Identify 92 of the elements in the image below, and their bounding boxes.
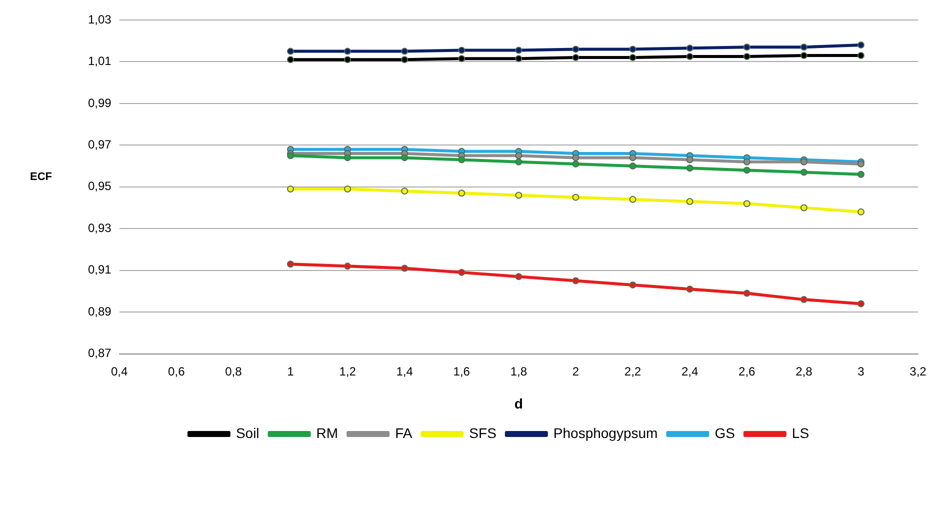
y-tick-label: 0,87 xyxy=(88,346,112,360)
point xyxy=(857,300,864,308)
point xyxy=(572,160,580,168)
point xyxy=(629,162,636,170)
point xyxy=(629,46,636,53)
legend-label: FA xyxy=(395,424,413,441)
point xyxy=(572,277,580,284)
x-tick-label: 3,2 xyxy=(910,364,927,378)
point xyxy=(629,281,636,288)
point xyxy=(629,196,636,203)
point xyxy=(743,44,750,51)
x-tick-label: 1,8 xyxy=(510,364,528,378)
point xyxy=(515,158,522,166)
x-tick-label: 3 xyxy=(858,364,865,378)
x-tick-label: 0,4 xyxy=(111,364,128,378)
point xyxy=(800,52,808,59)
point xyxy=(515,273,522,280)
point xyxy=(401,56,408,64)
point xyxy=(686,164,694,172)
point xyxy=(686,44,694,52)
point xyxy=(572,154,580,162)
y-tick-label: 0,91 xyxy=(88,262,112,277)
point xyxy=(515,192,522,199)
point xyxy=(857,42,864,49)
point xyxy=(800,44,808,51)
point xyxy=(743,166,750,174)
point xyxy=(857,208,864,216)
y-tick-label: 0,89 xyxy=(88,304,112,318)
y-tick-label: 1,03 xyxy=(88,12,112,26)
point xyxy=(401,264,408,272)
point xyxy=(686,198,694,206)
x-tick-label: 2,8 xyxy=(796,364,813,378)
point xyxy=(629,54,636,62)
legend-label: Soil xyxy=(236,424,260,441)
point xyxy=(344,185,352,192)
point xyxy=(401,154,408,162)
y-tick-label: 0,97 xyxy=(88,137,112,152)
point xyxy=(857,52,864,59)
x-tick-label: 2 xyxy=(572,364,580,378)
point xyxy=(458,55,466,62)
point xyxy=(629,154,636,162)
point xyxy=(401,188,408,195)
point xyxy=(572,194,580,201)
y-tick-label: 0,95 xyxy=(88,179,112,194)
x-tick-label: 2,2 xyxy=(624,364,642,378)
point xyxy=(286,185,294,192)
point xyxy=(686,53,694,60)
x-tick-label: 2,6 xyxy=(738,364,756,378)
x-tick-label: 0,8 xyxy=(225,364,242,378)
point xyxy=(286,48,294,55)
point xyxy=(286,56,294,64)
point xyxy=(344,154,352,162)
x-tick-label: 1 xyxy=(287,364,294,378)
y-tick-label: 0,93 xyxy=(88,220,112,235)
legend-label: RM xyxy=(316,424,338,441)
point xyxy=(743,53,750,60)
point xyxy=(401,48,408,55)
point xyxy=(515,46,522,54)
x-tick-label: 2,4 xyxy=(681,364,698,378)
legend-label: LS xyxy=(792,424,810,441)
point xyxy=(458,268,466,276)
x-tick-label: 0,6 xyxy=(168,364,186,378)
legend-label: SFS xyxy=(469,424,496,441)
point xyxy=(686,286,694,293)
legend-label: GS xyxy=(714,424,735,441)
point xyxy=(344,48,352,55)
point xyxy=(686,156,694,164)
x-axis-title: d xyxy=(514,395,523,412)
x-tick-label: 1,4 xyxy=(396,364,414,378)
y-tick-label: 0,99 xyxy=(88,96,112,110)
point xyxy=(743,290,750,297)
point xyxy=(572,46,580,53)
point xyxy=(572,54,580,62)
x-tick-label: 1,6 xyxy=(453,364,470,378)
y-axis-title: ECF xyxy=(30,170,52,183)
point xyxy=(800,204,808,212)
point xyxy=(458,46,466,54)
point xyxy=(743,158,750,166)
point xyxy=(857,170,864,178)
x-tick-label: 1,2 xyxy=(339,364,356,378)
point xyxy=(458,156,466,164)
legend-label: Phosphogypsum xyxy=(553,424,658,441)
y-tick-label: 1,01 xyxy=(88,54,112,68)
point xyxy=(800,168,808,176)
point xyxy=(800,296,808,304)
point xyxy=(286,260,294,268)
point xyxy=(515,152,522,160)
point xyxy=(515,55,522,62)
point xyxy=(458,190,466,197)
point xyxy=(743,200,750,208)
point xyxy=(344,56,352,64)
point xyxy=(344,262,352,270)
